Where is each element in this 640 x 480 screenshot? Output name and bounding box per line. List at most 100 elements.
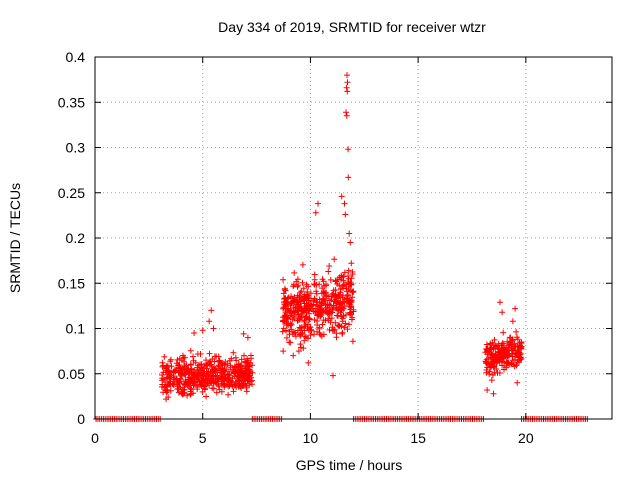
data-point: [320, 278, 327, 285]
data-point: [241, 359, 248, 366]
data-point: [318, 290, 325, 297]
outlier-point: [208, 307, 215, 314]
data-point: [299, 329, 306, 336]
outlier-point: [342, 211, 349, 218]
outlier-point: [497, 299, 503, 306]
data-point: [208, 369, 214, 376]
data-point: [343, 312, 349, 318]
data-point: [325, 268, 332, 275]
data-point: [345, 267, 352, 274]
data-point: [225, 378, 232, 384]
data-point: [348, 316, 355, 323]
data-point: [175, 362, 182, 368]
data-point: [303, 334, 309, 341]
data-point: [509, 337, 516, 344]
chart-title: Day 334 of 2019, SRMTID for receiver wtz…: [218, 19, 486, 35]
data-point: [171, 367, 178, 374]
data-point: [288, 293, 294, 300]
data-point: [290, 308, 297, 315]
data-point: [181, 358, 187, 365]
data-point: [311, 281, 318, 288]
data-point: [177, 384, 184, 391]
data-point: [306, 327, 313, 334]
outlier-point: [163, 396, 170, 403]
data-point: [181, 381, 188, 388]
data-point: [346, 321, 352, 328]
axis-ticks: 0 5 10 15 20 0 0.05 0.1 0.15 0.2 0.25 0.3 0.35 0.4: [58, 49, 612, 446]
data-point: [339, 304, 346, 311]
data-point: [492, 343, 499, 349]
data-point: [283, 322, 290, 329]
data-point: [167, 387, 174, 394]
data-point: [280, 276, 287, 283]
x-axis-label: GPS time / hours: [296, 457, 403, 473]
data-point: [336, 323, 342, 330]
data-point: [241, 352, 247, 359]
data-point: [237, 371, 244, 378]
data-point: [210, 385, 217, 392]
data-points: [93, 72, 591, 422]
data-point: [248, 374, 255, 381]
data-point: [206, 350, 213, 357]
data-point: [308, 302, 315, 309]
data-point: [215, 383, 222, 389]
grid-lines: [95, 57, 612, 419]
data-point: [306, 316, 313, 323]
data-point: [484, 348, 491, 355]
data-point: [311, 276, 318, 283]
outlier-point: [349, 338, 356, 345]
data-point: [339, 315, 346, 322]
outlier-point: [343, 112, 350, 119]
data-point: [208, 361, 215, 368]
data-point: [303, 313, 310, 320]
data-point: [299, 279, 306, 286]
data-point: [486, 368, 493, 375]
data-point: [334, 305, 341, 312]
data-point: [225, 377, 232, 384]
data-point: [185, 371, 192, 378]
data-point: [175, 378, 182, 385]
data-point: [335, 322, 342, 329]
data-point: [283, 312, 290, 319]
data-point: [326, 263, 333, 269]
data-point: [208, 375, 215, 382]
outlier-point: [346, 230, 353, 237]
data-point: [503, 358, 510, 365]
data-point: [500, 329, 507, 336]
data-point: [338, 272, 345, 279]
data-point: [495, 340, 502, 347]
outlier-point: [514, 379, 521, 386]
data-point: [175, 389, 182, 396]
data-point: [159, 375, 166, 382]
outlier-point: [199, 327, 206, 334]
y-tick-label: 0.35: [58, 94, 85, 110]
data-point: [307, 290, 314, 297]
data-point: [328, 315, 335, 322]
outlier-point: [347, 239, 354, 246]
data-point: [237, 363, 244, 370]
data-point: [288, 300, 295, 307]
data-point: [246, 382, 253, 389]
data-point: [305, 283, 312, 290]
data-point: [186, 376, 192, 383]
x-tick-label: 20: [518, 430, 534, 446]
data-point: [298, 324, 305, 331]
data-point: [181, 364, 188, 371]
data-point: [187, 347, 194, 354]
outlier-point: [312, 209, 319, 216]
data-point: [224, 381, 231, 388]
data-point: [328, 292, 335, 298]
data-point: [324, 301, 331, 308]
data-point: [231, 369, 238, 376]
data-point: [304, 288, 311, 295]
outlier-point: [338, 193, 345, 200]
data-point: [160, 389, 167, 396]
data-point: [294, 283, 301, 290]
outlier-point: [512, 305, 519, 312]
data-point: [337, 309, 344, 316]
data-point: [331, 256, 338, 263]
data-point: [235, 378, 241, 385]
data-point: [220, 380, 226, 387]
outlier-point: [345, 146, 352, 153]
